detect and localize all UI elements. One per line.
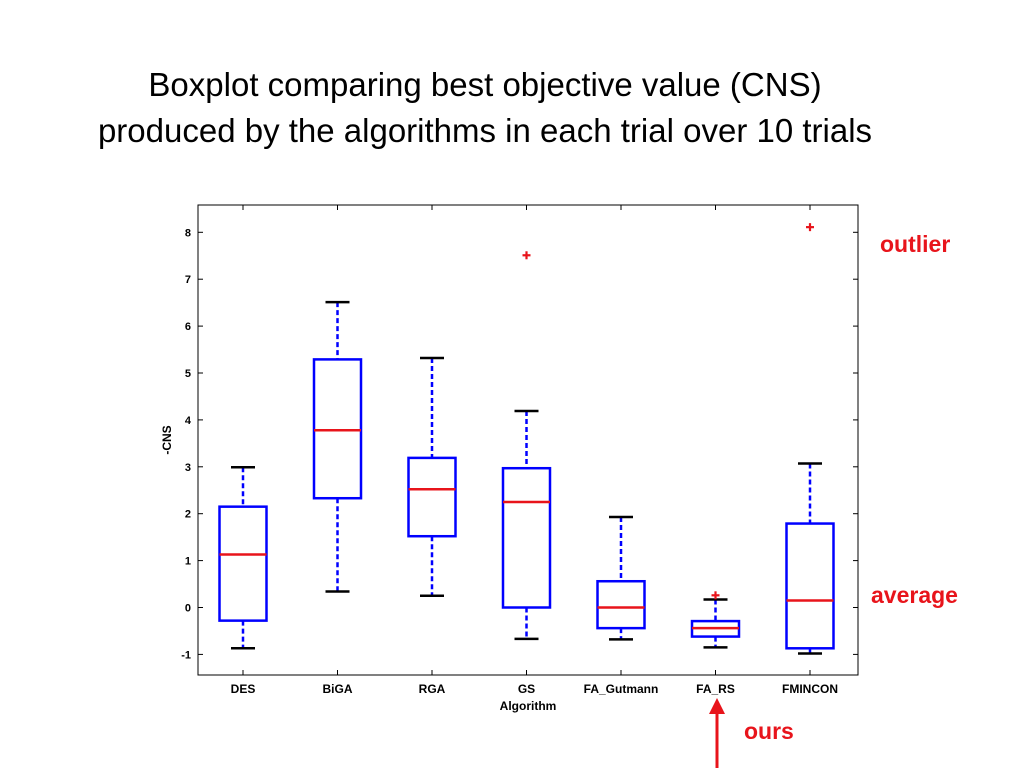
box-biga: [312, 300, 363, 593]
y-tick-label: 8: [185, 227, 191, 239]
slide-title-line-2: produced by the algorithms in each trial…: [97, 112, 873, 149]
y-tick-label: 6: [185, 321, 191, 333]
y-tick-label: 4: [185, 415, 192, 427]
y-tick-label: 1: [185, 556, 191, 568]
box-body: [785, 522, 835, 650]
x-tick-label: DES: [231, 682, 256, 696]
outlier-marker: [806, 223, 814, 232]
y-tick-label: 0: [185, 603, 191, 615]
y-tick-label: 3: [185, 462, 191, 474]
y-axis: -1 0 1 2 3 4 5 6 7 8: [181, 227, 858, 661]
slide-title-line-1: Boxplot comparing best objective value (…: [148, 66, 822, 103]
x-tick-label: FA_RS: [696, 682, 735, 696]
x-tick-label: RGA: [419, 682, 446, 696]
box-fmincon: [785, 223, 835, 655]
x-tick-label: GS: [518, 682, 535, 696]
box-body: [501, 466, 552, 609]
y-tick-label: 5: [185, 368, 191, 380]
annotation-outlier: outlier: [880, 231, 951, 257]
plot-frame: [197, 204, 859, 676]
box-rga: [407, 356, 457, 598]
box-body: [312, 358, 363, 500]
x-tick-label: FMINCON: [782, 682, 838, 696]
slide-title: Boxplot comparing best objective value (…: [0, 62, 970, 154]
x-axis: DES BiGA RGA GS FA_Gutmann FA_RS FMINCON: [231, 205, 838, 696]
y-tick-label: -1: [181, 649, 191, 661]
box-body: [407, 456, 457, 538]
y-axis-label: -CNS: [160, 425, 174, 454]
y-tick-label: 7: [185, 274, 191, 286]
box-body: [596, 579, 646, 630]
outlier-marker: [522, 251, 531, 260]
outlier-marker: [711, 591, 720, 600]
box-fa-gutmann: [596, 515, 646, 641]
y-tick-label: 2: [185, 509, 191, 521]
box-fa-rs: [690, 591, 741, 649]
box-gs: [501, 251, 552, 641]
box-des: [218, 466, 268, 650]
annotation-ours: ours: [744, 718, 794, 744]
x-axis-label: Algorithm: [500, 699, 557, 713]
box-body: [218, 505, 268, 622]
box-series: [218, 223, 835, 655]
x-tick-label: BiGA: [323, 682, 353, 696]
x-tick-label: FA_Gutmann: [584, 682, 659, 696]
ours-arrow-head: [709, 698, 725, 714]
ours-arrow: [709, 698, 725, 768]
annotation-average: average: [871, 582, 958, 608]
